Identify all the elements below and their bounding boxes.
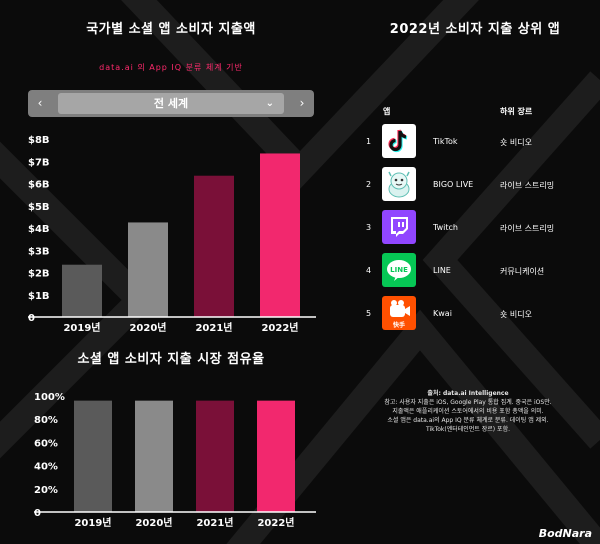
y-tick-label: 60% <box>34 438 58 449</box>
bar-2019년 <box>74 400 112 512</box>
bar-2020년 <box>135 400 173 512</box>
line-icon: LINE <box>382 253 416 287</box>
top-apps-title: 2022년 소비자 지출 상위 앱 <box>389 22 561 37</box>
y-tick-label: 80% <box>34 415 58 426</box>
app-rank: 4 <box>366 266 372 275</box>
app-rank: 2 <box>366 180 372 189</box>
bigo-live-icon <box>382 167 416 201</box>
app-name: BIGO LIVE <box>433 180 474 189</box>
x-tick-label: 2019년 <box>63 321 100 334</box>
source-notes: 출처: data.ai Intelligence 참고: 사용자 지출은 iOS… <box>350 389 586 434</box>
x-tick-label: 2022년 <box>257 516 294 529</box>
x-tick-label: 2022년 <box>261 321 298 334</box>
next-region-button[interactable]: › <box>299 96 305 110</box>
kwai-icon: 快手 <box>382 296 416 330</box>
app-name: Kwai <box>433 309 452 318</box>
y-tick-label: $6B <box>28 180 50 191</box>
app-genre: 라이브 스트리밍 <box>500 224 555 233</box>
y-tick-label: 0 <box>28 313 35 324</box>
col-header-app: 앱 <box>383 107 391 116</box>
x-tick-label: 2020년 <box>135 516 172 529</box>
bar-2020년 <box>128 222 168 317</box>
note-line-4: TikTok(엔터테인먼트 장르) 포함. <box>425 426 511 433</box>
x-tick-label: 2020년 <box>129 321 166 334</box>
x-tick-label: 2021년 <box>196 516 233 529</box>
x-tick-label: 2019년 <box>74 516 111 529</box>
chevron-down-icon: ⌄ <box>265 98 274 109</box>
region-selector: ‹ 전 세계 ⌄ › <box>28 90 314 117</box>
prev-region-button[interactable]: ‹ <box>37 96 43 110</box>
bar-2021년 <box>196 400 234 512</box>
source-line: 출처: data.ai Intelligence <box>427 390 509 397</box>
x-tick-label: 2021년 <box>195 321 232 334</box>
watermark-logo: BodNara <box>538 527 592 540</box>
note-line-1: 참고: 사용자 지출은 iOS, Google Play 통합 집계. 중국은 … <box>384 399 552 406</box>
spend-chart-title: 국가별 소셜 앱 소비자 지출액 <box>86 22 256 37</box>
twitch-icon <box>382 210 416 244</box>
tiktok-icon <box>382 124 416 158</box>
y-tick-label: $2B <box>28 269 50 280</box>
note-line-2: 지출액은 애플리케이션 스토어에서의 비용 포함 총액을 의미. <box>392 408 544 415</box>
y-tick-label: $3B <box>28 246 50 257</box>
app-name: LINE <box>433 266 451 275</box>
note-line-3: 소셜 앱은 data.ai의 App IQ 분류 체계로 분류. 데이팅 앱 제… <box>387 417 549 424</box>
app-rank: 3 <box>366 223 372 232</box>
y-tick-label: 20% <box>34 485 58 496</box>
app-genre: 라이브 스트리밍 <box>500 181 555 190</box>
col-header-genre: 하위 장르 <box>500 107 533 116</box>
y-tick-label: 0 <box>34 508 41 519</box>
y-tick-label: $1B <box>28 291 50 302</box>
app-name: TikTok <box>433 137 458 146</box>
line-icon-label: LINE <box>390 266 408 274</box>
share-bar-chart: 0 20% 40% 60% 80% 100% 2019년 2020년 2021년 2022년 <box>34 392 316 529</box>
region-dropdown[interactable]: 전 세계 ⌄ <box>58 93 284 114</box>
y-tick-label: 40% <box>34 462 58 473</box>
share-chart-title: 소셜 앱 소비자 지출 시장 점유율 <box>77 352 265 367</box>
app-genre: 커뮤니케이션 <box>500 267 545 276</box>
spend-chart-subtitle: data.ai 의 App IQ 분류 체계 기반 <box>99 63 243 72</box>
region-value: 전 세계 <box>153 97 189 110</box>
app-rank: 5 <box>366 309 372 318</box>
bar-2019년 <box>62 264 102 317</box>
app-name: Twitch <box>433 223 458 232</box>
y-tick-label: $4B <box>28 224 50 235</box>
bar-2022년 <box>260 153 300 317</box>
bar-2022년 <box>257 400 295 512</box>
y-tick-label: $8B <box>28 135 50 146</box>
bar-2021년 <box>194 175 234 317</box>
kwai-icon-label: 快手 <box>392 321 405 329</box>
y-tick-label: 100% <box>34 392 65 403</box>
app-rank: 1 <box>366 137 372 146</box>
app-genre: 숏 비디오 <box>500 138 532 147</box>
y-tick-label: $7B <box>28 157 50 168</box>
spend-bar-chart: 0 $1B $2B $3B $4B $5B $6B $7B $8B 2019년 2020년 2021년… <box>28 135 316 334</box>
y-tick-label: $5B <box>28 202 50 213</box>
app-genre: 숏 비디오 <box>500 310 532 319</box>
